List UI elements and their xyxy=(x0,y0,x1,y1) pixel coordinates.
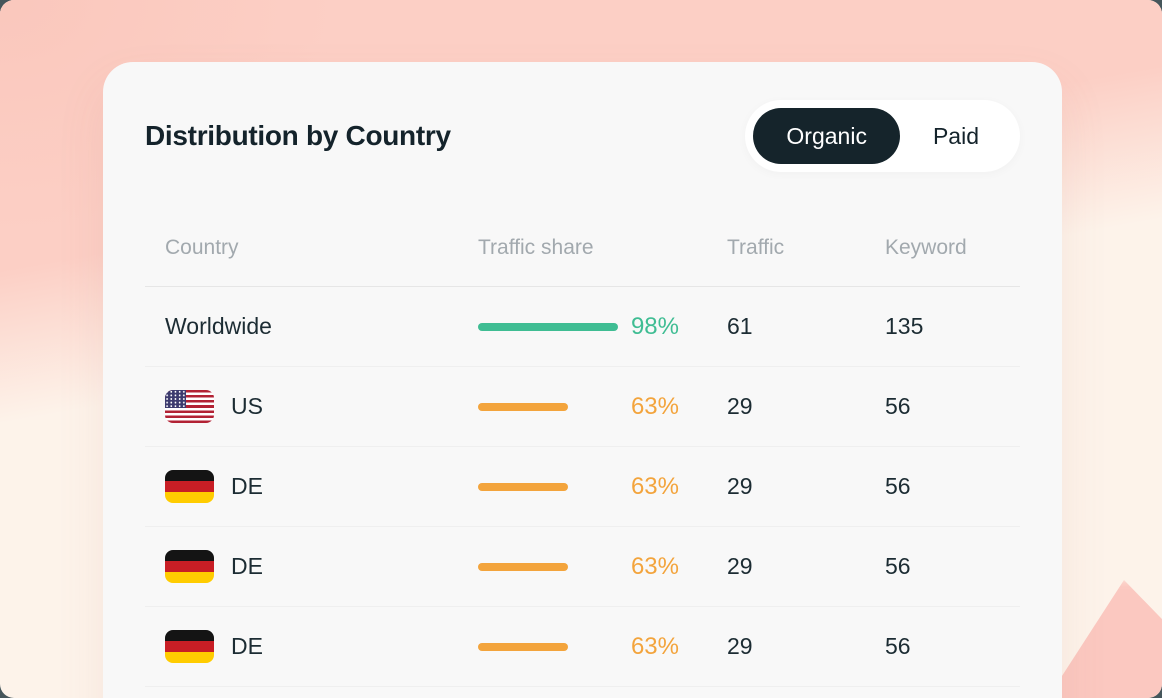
country-cell: DE xyxy=(145,470,478,503)
traffic-share-cell: 63% xyxy=(478,473,727,501)
country-cell: Worldwide xyxy=(145,313,478,340)
de-flag-icon xyxy=(165,550,214,583)
traffic-share-bar-track xyxy=(478,562,621,571)
table-header-row: Country Traffic share Traffic Keyword xyxy=(145,172,1020,287)
traffic-share-cell: 63% xyxy=(478,393,727,421)
column-header-keyword: Keyword xyxy=(885,236,967,259)
traffic-share-cell: 63% xyxy=(478,553,727,581)
table-row-de-2[interactable]: DE 63% 29 56 xyxy=(145,527,1020,607)
traffic-share-bar xyxy=(478,482,569,491)
de-flag-icon xyxy=(165,470,214,503)
page-title: Distribution by Country xyxy=(145,120,451,151)
keyword-value: 56 xyxy=(885,393,911,419)
traffic-value: 29 xyxy=(727,633,753,659)
traffic-value: 61 xyxy=(727,313,753,339)
country-distribution-table: Country Traffic share Traffic Keyword Wo… xyxy=(145,172,1020,687)
country-label: DE xyxy=(231,473,263,499)
traffic-share-cell: 98% xyxy=(478,313,727,341)
traffic-value: 29 xyxy=(727,553,753,579)
traffic-share-bar-track xyxy=(478,642,621,651)
table-row-worldwide[interactable]: Worldwide 98% 61 135 xyxy=(145,287,1020,367)
distribution-card: Distribution by Country Organic Paid Cou… xyxy=(103,62,1062,698)
traffic-share-percent: 63% xyxy=(630,552,679,580)
country-cell: DE xyxy=(145,630,478,663)
traffic-share-bar-track xyxy=(478,322,621,331)
us-flag-icon xyxy=(165,390,214,423)
keyword-value: 56 xyxy=(885,633,911,659)
table-row-de-3[interactable]: DE 63% 29 56 xyxy=(145,607,1020,687)
traffic-share-cell: 63% xyxy=(478,633,727,661)
traffic-share-bar-track xyxy=(478,402,621,411)
toggle-option-paid[interactable]: Paid xyxy=(900,108,1012,164)
table-row-de-1[interactable]: DE 63% 29 56 xyxy=(145,447,1020,527)
keyword-value: 135 xyxy=(885,313,924,339)
traffic-share-percent: 63% xyxy=(630,472,679,500)
country-label: DE xyxy=(231,633,263,659)
traffic-share-percent: 63% xyxy=(630,632,679,660)
country-label: US xyxy=(231,393,263,419)
traffic-share-percent: 98% xyxy=(630,312,679,340)
column-header-traffic: Traffic xyxy=(727,236,785,259)
traffic-share-bar xyxy=(478,402,569,411)
card-header: Distribution by Country Organic Paid xyxy=(145,100,1020,172)
toggle-option-organic[interactable]: Organic xyxy=(753,108,900,164)
country-cell: US xyxy=(145,390,478,423)
table-row-us[interactable]: US 63% 29 56 xyxy=(145,367,1020,447)
organic-paid-toggle: Organic Paid xyxy=(745,100,1020,172)
traffic-share-bar-track xyxy=(478,482,621,491)
traffic-share-bar xyxy=(478,322,619,331)
country-label: DE xyxy=(231,553,263,579)
de-flag-icon xyxy=(165,630,214,663)
traffic-share-bar xyxy=(478,562,569,571)
column-header-country: Country xyxy=(165,236,239,259)
country-label: Worldwide xyxy=(165,313,272,339)
traffic-share-percent: 63% xyxy=(630,392,679,420)
keyword-value: 56 xyxy=(885,553,911,579)
country-cell: DE xyxy=(145,550,478,583)
traffic-share-bar xyxy=(478,642,569,651)
keyword-value: 56 xyxy=(885,473,911,499)
traffic-value: 29 xyxy=(727,393,753,419)
column-header-traffic-share: Traffic share xyxy=(478,236,594,259)
traffic-value: 29 xyxy=(727,473,753,499)
